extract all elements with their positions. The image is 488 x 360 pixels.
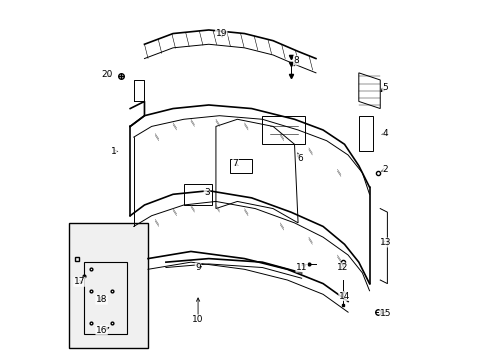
Text: 20: 20 (101, 70, 112, 79)
Text: 6: 6 (296, 154, 302, 163)
Text: 11: 11 (295, 263, 307, 272)
Text: 19: 19 (215, 29, 226, 38)
Text: 13: 13 (379, 238, 390, 247)
Text: 8: 8 (293, 56, 299, 65)
Text: 3: 3 (203, 188, 209, 197)
Text: 1: 1 (111, 147, 117, 156)
Text: 7: 7 (232, 159, 238, 168)
Text: 15: 15 (379, 310, 390, 319)
Bar (83, 262, 126, 334)
Text: 10: 10 (192, 315, 203, 324)
Text: 16: 16 (96, 325, 107, 334)
Text: 4: 4 (382, 129, 387, 138)
FancyBboxPatch shape (69, 223, 148, 348)
Text: 5: 5 (382, 83, 387, 92)
Text: 18: 18 (96, 295, 107, 304)
Text: 2: 2 (382, 165, 387, 174)
Text: 17: 17 (74, 277, 85, 286)
Text: 12: 12 (336, 263, 348, 272)
Text: 9: 9 (195, 263, 201, 272)
Text: 14: 14 (338, 292, 349, 301)
